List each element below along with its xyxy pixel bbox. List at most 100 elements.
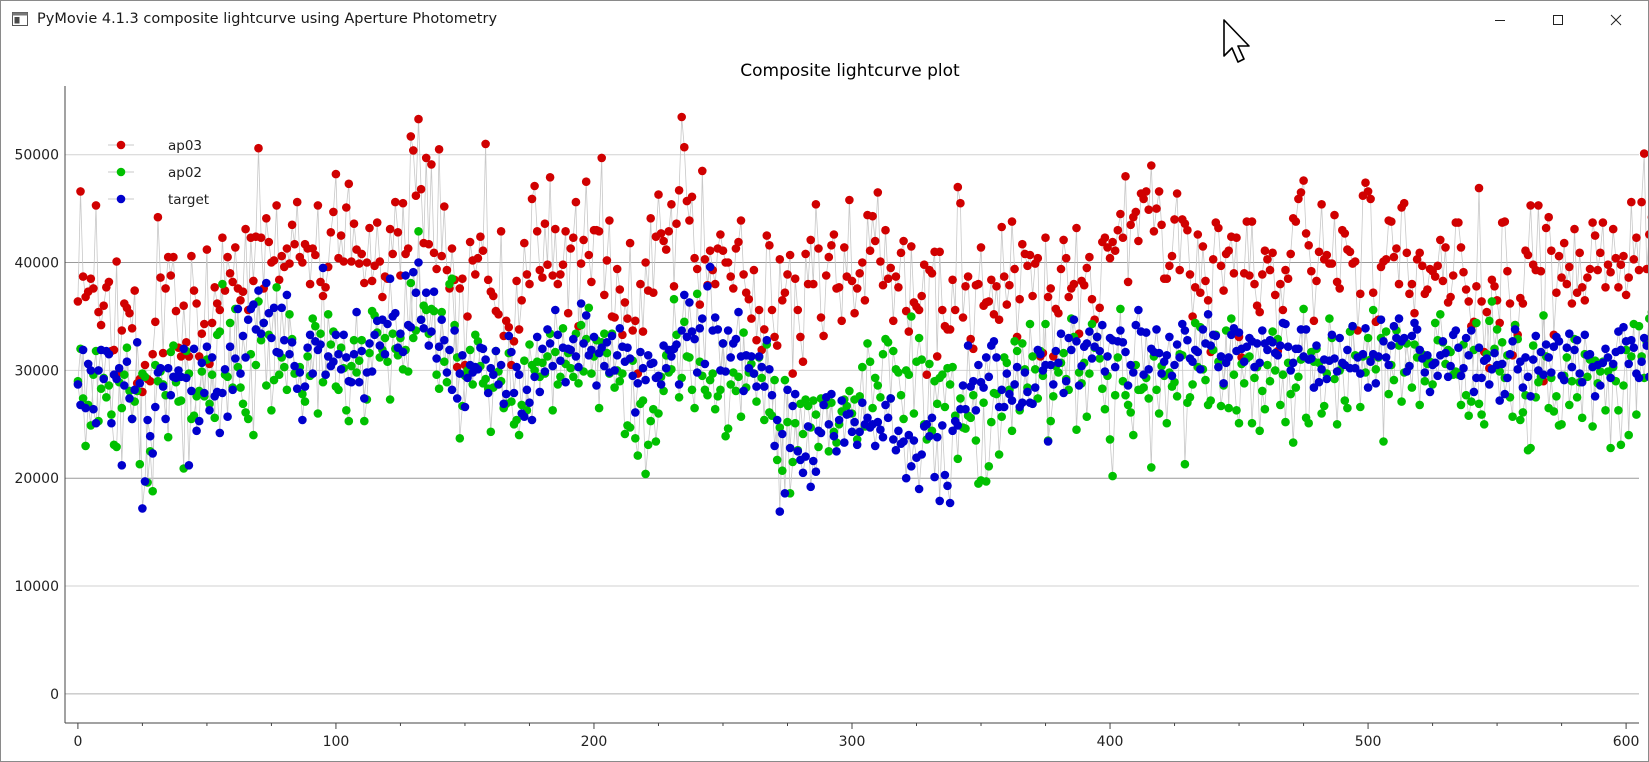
data-point xyxy=(321,283,330,292)
data-point xyxy=(540,367,550,376)
data-point xyxy=(1547,368,1556,377)
data-point xyxy=(277,251,287,261)
data-point xyxy=(166,390,176,400)
data-point xyxy=(649,288,658,297)
data-point xyxy=(1456,371,1466,381)
data-point xyxy=(1317,365,1326,374)
data-point xyxy=(1541,340,1551,349)
maximize-button[interactable] xyxy=(1529,1,1587,38)
data-point xyxy=(690,253,699,263)
data-point xyxy=(840,438,849,447)
data-point xyxy=(370,330,379,340)
data-point xyxy=(716,230,725,239)
data-point xyxy=(545,173,555,182)
data-point xyxy=(646,416,655,426)
data-point xyxy=(767,305,777,315)
data-point xyxy=(249,300,258,309)
data-point xyxy=(1139,383,1148,392)
data-point xyxy=(437,307,447,317)
data-point xyxy=(1379,437,1388,446)
data-point xyxy=(783,270,792,279)
lightcurve-plot[interactable]: Composite lightcurve plot 0 10000 20000 300… xyxy=(1,38,1648,760)
data-point xyxy=(633,451,643,460)
data-point xyxy=(481,139,490,149)
data-point xyxy=(806,235,815,245)
data-point xyxy=(894,426,903,436)
data-point xyxy=(1126,360,1135,370)
data-point xyxy=(305,330,315,340)
data-point xyxy=(318,377,328,387)
data-point xyxy=(1281,319,1290,329)
data-point xyxy=(1126,408,1135,417)
data-point xyxy=(352,307,361,317)
data-point xyxy=(365,223,374,233)
data-point xyxy=(1010,264,1019,274)
data-point xyxy=(571,352,581,361)
data-point xyxy=(76,187,85,196)
data-point xyxy=(1645,372,1648,381)
data-point xyxy=(465,345,475,355)
data-point xyxy=(225,269,235,278)
data-point xyxy=(517,296,526,305)
data-point xyxy=(1224,246,1233,255)
data-point xyxy=(1343,345,1352,355)
data-point xyxy=(770,332,779,342)
data-point xyxy=(1356,289,1365,299)
data-point xyxy=(948,362,957,372)
minimize-button[interactable] xyxy=(1471,1,1529,38)
data-point xyxy=(1361,178,1370,187)
data-point xyxy=(1397,397,1406,406)
data-point xyxy=(669,282,679,291)
data-point xyxy=(473,365,483,374)
data-point xyxy=(182,373,191,383)
data-point xyxy=(899,236,908,246)
data-point xyxy=(1126,220,1135,230)
data-point xyxy=(1025,250,1035,260)
data-point xyxy=(424,239,434,249)
data-points xyxy=(73,112,1648,516)
data-point xyxy=(1054,358,1063,368)
data-point xyxy=(667,352,676,361)
data-point xyxy=(1270,290,1280,300)
data-point xyxy=(687,385,697,395)
data-point xyxy=(1255,307,1264,317)
data-point xyxy=(664,227,674,236)
data-point xyxy=(1430,358,1440,368)
data-point xyxy=(401,271,410,280)
data-point xyxy=(953,454,963,464)
data-point xyxy=(1528,355,1538,364)
data-point xyxy=(1565,400,1574,410)
data-point xyxy=(1291,217,1301,226)
data-point xyxy=(883,413,893,423)
data-point xyxy=(930,472,939,482)
data-point xyxy=(86,366,96,375)
data-point xyxy=(1152,385,1161,395)
title-bar[interactable]: PyMovie 4.1.3 composite lightcurve using… xyxy=(1,1,1648,38)
close-button[interactable] xyxy=(1587,1,1645,38)
data-point xyxy=(1255,426,1264,436)
data-point xyxy=(680,290,689,300)
data-point xyxy=(1363,383,1373,392)
data-point xyxy=(530,366,539,375)
data-point xyxy=(943,481,952,491)
data-point xyxy=(388,329,398,339)
data-point xyxy=(262,278,271,288)
data-point xyxy=(638,396,648,405)
data-point xyxy=(901,473,911,483)
data-point xyxy=(999,272,1009,281)
data-point xyxy=(772,455,782,465)
data-point xyxy=(602,256,612,265)
data-point xyxy=(1172,340,1182,349)
data-point xyxy=(723,326,733,335)
data-point xyxy=(1087,354,1097,363)
data-point xyxy=(1608,224,1618,234)
data-point xyxy=(122,343,132,353)
data-point xyxy=(778,466,787,476)
data-point xyxy=(1482,354,1492,363)
data-point xyxy=(298,258,307,267)
data-point xyxy=(1296,188,1306,197)
data-point xyxy=(334,349,343,359)
data-point xyxy=(1477,373,1486,383)
data-point xyxy=(545,339,555,348)
data-point xyxy=(1265,376,1275,386)
